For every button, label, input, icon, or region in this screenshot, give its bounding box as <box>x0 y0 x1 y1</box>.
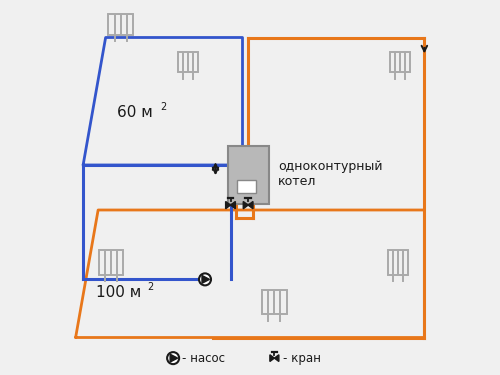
Polygon shape <box>243 201 248 209</box>
Text: одноконтурный
котел: одноконтурный котел <box>278 160 382 188</box>
Text: - кран: - кран <box>282 352 321 364</box>
Text: 100 м: 100 м <box>96 285 142 300</box>
Polygon shape <box>270 355 274 362</box>
Text: - насос: - насос <box>182 352 226 364</box>
Text: 60 м: 60 м <box>117 105 152 120</box>
Polygon shape <box>226 201 230 209</box>
Polygon shape <box>202 276 209 283</box>
Bar <box>237 180 256 193</box>
Circle shape <box>199 273 211 285</box>
Polygon shape <box>170 354 177 362</box>
Polygon shape <box>274 355 279 362</box>
Bar <box>228 146 269 204</box>
Polygon shape <box>230 201 235 209</box>
Text: 2: 2 <box>160 102 166 112</box>
Polygon shape <box>248 201 253 209</box>
Circle shape <box>167 352 179 364</box>
Text: 2: 2 <box>147 282 153 292</box>
